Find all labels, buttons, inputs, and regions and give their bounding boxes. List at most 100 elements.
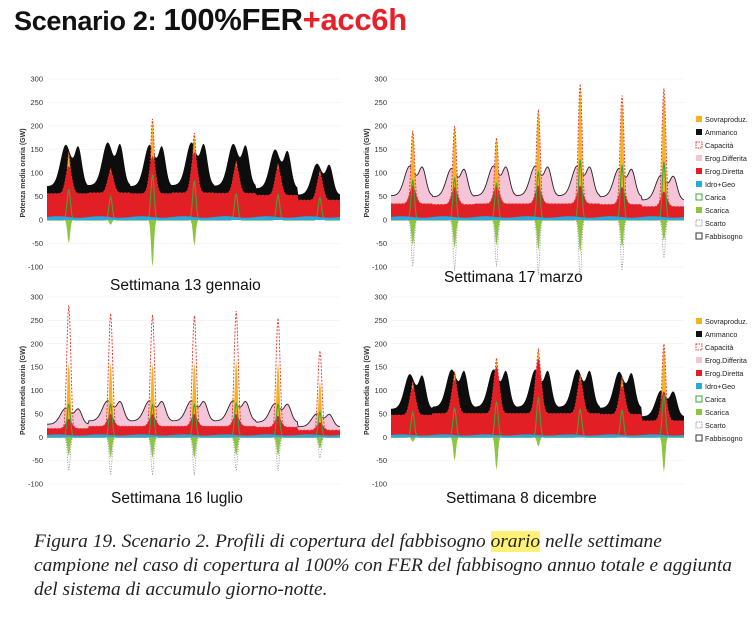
y-tick-label: -50 [376,239,387,248]
legend-label: Idro+Geo [705,180,735,189]
figure-caption: Figura 19. Scenario 2. Profili di copert… [34,530,734,602]
series-capacita [47,305,340,431]
series-erog-diretta [391,358,684,438]
legend-label: Carica [705,395,726,404]
y-tick-label: -100 [372,480,387,489]
legend-swatch [696,409,702,415]
caption-text-2: nelle settimane campione nel caso di cop… [34,531,732,600]
legend-label: Capacità [705,141,733,150]
series-idro-geo [47,434,340,438]
legend-swatch [695,421,703,429]
series-capacita [47,118,340,201]
series-erog-diretta [47,413,340,438]
y-tick-label: 0 [39,216,43,225]
y-tick-label: 100 [30,386,43,395]
legend-label: Erog.Differita [705,154,747,163]
y-tick-label: 100 [30,169,43,178]
y-tick-label: 50 [379,192,387,201]
legend-label: Capacità [705,343,733,352]
y-tick-label: -100 [372,263,387,272]
chart-title-3: Settimana 16 luglio [111,490,243,507]
series-scarica [391,437,684,473]
y-tick-label: 300 [374,75,387,84]
y-tick-label: 250 [30,98,43,107]
series-scarica [391,220,684,253]
y-tick-label: 250 [374,98,387,107]
legend-swatch [696,383,702,389]
y-tick-label: 300 [374,293,387,302]
legend-swatch [695,193,703,201]
legend-label: Fabbisogno [705,232,743,241]
y-tick-label: 300 [30,75,43,84]
y-tick-label: 300 [30,293,43,302]
series-scarica [47,220,340,267]
chart-panel: -100 -50 0 50 100 150 200 250 300 Potenza media o… [20,75,340,272]
y-tick-label: 150 [374,363,387,372]
legend-swatch [696,357,702,363]
series-sovraproduzione [47,360,340,431]
y-tick-label: -50 [376,456,387,465]
y-tick-label: 50 [35,409,43,418]
legend-swatch [696,155,702,161]
y-tick-label: 100 [374,386,387,395]
legend-swatch [696,331,702,337]
y-tick-label: 200 [374,122,387,131]
legend: Sovraproduz. Ammanco Capacità Erog.Differit… [695,317,748,443]
legend-label: Carica [705,193,726,202]
legend-swatch [695,232,703,240]
page-title: Scenario 2: 100%FER+acc6h [14,2,407,38]
series-idro-geo [47,216,340,220]
legend-swatch [696,370,702,376]
legend-swatch [695,343,703,351]
series-sovraproduzione [391,86,684,207]
y-tick-label: 0 [383,216,387,225]
legend-label: Sovraproduz. [705,317,748,326]
chart-panel: -100 -50 0 50 100 150 200 250 300 Potenza media o… [364,75,685,280]
legend-label: Erog.Differita [705,356,747,365]
legend-label: Sovraproduz. [705,115,748,124]
legend-swatch [695,434,703,442]
series-capacita [391,343,684,422]
legend-label: Scarto [705,219,726,228]
y-tick-label: -50 [32,239,43,248]
y-tick-label: 250 [374,316,387,325]
legend-swatch [695,219,703,227]
legend-swatch [696,116,702,122]
series-idro-geo [391,434,684,438]
legend-label: Scarica [705,206,729,215]
y-axis-label: Potenza media oraria (GW) [364,346,371,435]
title-main: 100%FER [163,2,303,37]
legend-swatch [696,129,702,135]
series-scarica [47,437,340,459]
title-accent: +acc6h [302,2,408,37]
legend-label: Scarica [705,408,729,417]
y-tick-label: 100 [374,169,387,178]
legend-label: Scarto [705,421,726,430]
legend-label: Ammanco [705,330,737,339]
chart-title-1: Settimana 13 gennaio [110,277,261,294]
y-tick-label: 50 [379,409,387,418]
series-idro-geo [391,216,684,220]
y-tick-label: 50 [35,192,43,201]
legend-swatch [696,181,702,187]
legend-swatch [696,168,702,174]
series-erog-diretta [391,185,684,220]
y-tick-label: -50 [32,456,43,465]
y-tick-label: 200 [30,122,43,131]
legend-label: Erog.Diretta [705,167,743,176]
series-scarto [391,219,684,280]
y-tick-label: 200 [374,339,387,348]
y-axis-label: Potenza media oraria (GW) [20,346,27,435]
y-tick-label: 150 [30,363,43,372]
legend-swatch [695,141,703,149]
y-tick-label: 0 [383,433,387,442]
chart-title-4: Settimana 8 dicembre [446,490,597,507]
legend: Sovraproduz. Ammanco Capacità Erog.Differit… [695,115,748,241]
legend-label: Erog.Diretta [705,369,743,378]
series-capacita [391,83,684,208]
y-tick-label: 150 [374,145,387,154]
y-tick-label: 150 [30,145,43,154]
y-tick-label: -100 [28,263,43,272]
y-tick-label: 200 [30,339,43,348]
chart-title-2: Settimana 17 marzo [444,269,583,286]
